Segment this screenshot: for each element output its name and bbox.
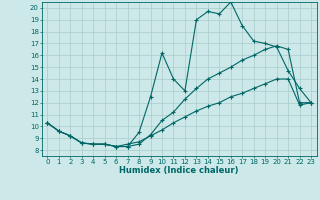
X-axis label: Humidex (Indice chaleur): Humidex (Indice chaleur) (119, 166, 239, 175)
